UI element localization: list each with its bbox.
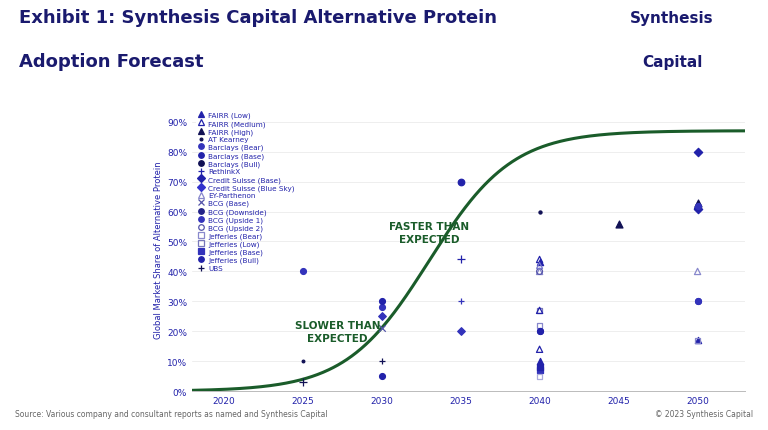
Point: [691, 200, 703, 206]
Point: [534, 307, 546, 314]
Point: [376, 358, 388, 365]
Point: [691, 203, 703, 209]
Text: Adoption Forecast: Adoption Forecast: [19, 53, 204, 71]
Point: [534, 367, 546, 374]
Point: [691, 337, 703, 344]
Text: FASTER THAN
EXPECTED: FASTER THAN EXPECTED: [389, 221, 469, 245]
Point: [534, 328, 546, 335]
Point: [691, 203, 703, 209]
Point: [534, 364, 546, 371]
Legend: FAIRR (Low), FAIRR (Medium), FAIRR (High), AT Kearney, Barclays (Bear), Barclays: FAIRR (Low), FAIRR (Medium), FAIRR (High…: [196, 111, 296, 273]
Point: [691, 298, 703, 305]
Point: [534, 262, 546, 269]
Point: [534, 256, 546, 263]
Point: [691, 268, 703, 275]
Point: [691, 337, 703, 344]
Point: [534, 268, 546, 275]
Point: [376, 313, 388, 320]
Point: [296, 358, 309, 365]
Text: SLOWER THAN
EXPECTED: SLOWER THAN EXPECTED: [295, 320, 380, 343]
Point: [296, 268, 309, 275]
Y-axis label: Global Market Share of Alternative Protein: Global Market Share of Alternative Prote…: [154, 161, 163, 338]
Point: [534, 346, 546, 353]
Point: [691, 149, 703, 156]
Point: [455, 179, 467, 186]
Point: [534, 259, 546, 266]
Point: [455, 256, 467, 263]
Text: Synthesis: Synthesis: [631, 11, 713, 26]
Point: [612, 221, 624, 227]
Text: © 2023 Synthesis Capital: © 2023 Synthesis Capital: [654, 409, 753, 418]
Point: [455, 328, 467, 335]
Point: [534, 328, 546, 335]
Point: [376, 298, 388, 305]
Point: [534, 358, 546, 365]
Point: [534, 373, 546, 380]
Point: [534, 268, 546, 275]
Point: [691, 206, 703, 212]
Point: [376, 373, 388, 380]
Text: Capital: Capital: [642, 55, 702, 70]
Point: [534, 209, 546, 215]
Point: [534, 322, 546, 329]
Point: [296, 379, 309, 386]
Point: [534, 307, 546, 314]
Point: [455, 298, 467, 305]
Point: [691, 298, 703, 305]
Text: Source: Various company and consultant reports as named and Synthesis Capital: Source: Various company and consultant r…: [15, 409, 328, 418]
Point: [376, 325, 388, 332]
Point: [376, 304, 388, 311]
Text: Exhibit 1: Synthesis Capital Alternative Protein: Exhibit 1: Synthesis Capital Alternative…: [19, 9, 497, 28]
